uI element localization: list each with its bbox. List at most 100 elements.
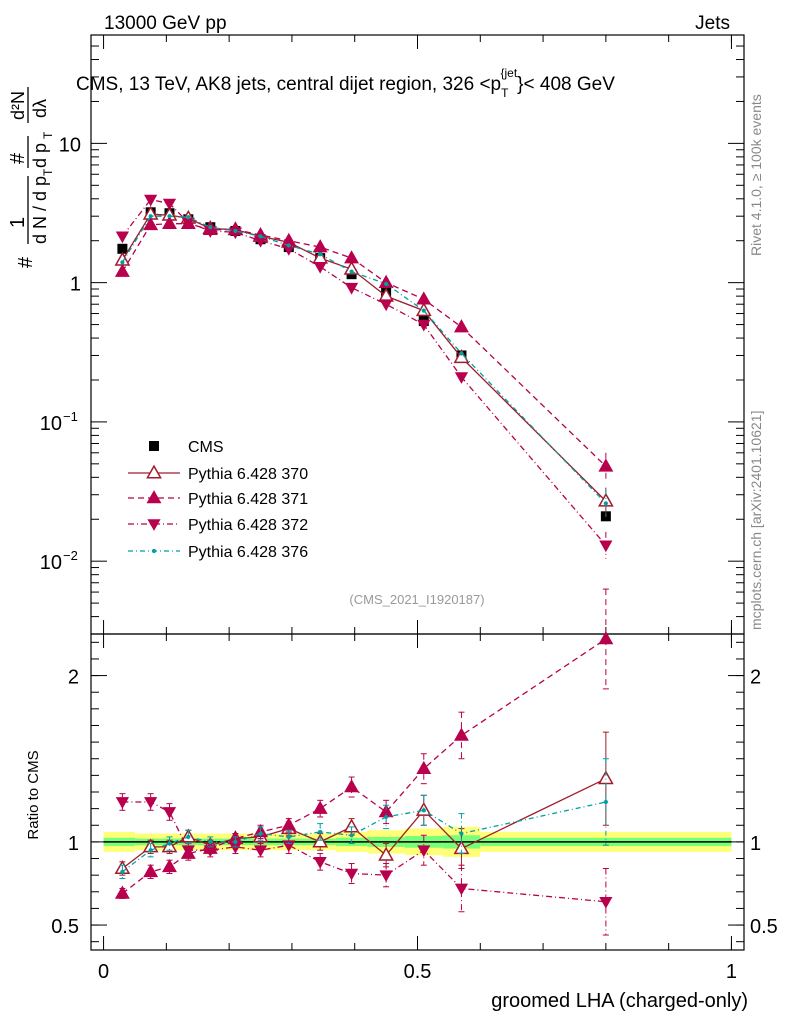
series-marker	[344, 282, 359, 295]
ratio-marker	[148, 848, 153, 853]
ylabel-hash-2: #	[7, 152, 29, 164]
series-marker	[313, 261, 327, 274]
ylabel-pt-sub-1: T	[41, 168, 55, 176]
ratio-marker	[162, 858, 177, 873]
ratio-marker	[312, 833, 329, 848]
x-axis-label: groomed LHA (charged-only)	[491, 990, 748, 1012]
x-tick-label: 0	[98, 961, 109, 983]
series-marker	[421, 308, 426, 313]
ratio-marker	[253, 845, 268, 858]
main-y-tick-label: 10	[59, 134, 81, 156]
ratio-marker	[186, 834, 191, 840]
ratio-marker	[144, 797, 158, 809]
series-marker	[114, 263, 130, 277]
ratio-marker	[228, 842, 243, 854]
data-point	[117, 243, 128, 254]
series-line	[121, 198, 607, 546]
series-line	[121, 213, 607, 502]
ratio-marker	[162, 807, 177, 819]
ratio-marker	[258, 831, 263, 836]
series-marker	[599, 540, 613, 553]
main-y-tick-label: 10	[40, 413, 62, 435]
series-marker	[148, 214, 153, 219]
ratio-marker	[181, 845, 195, 858]
series-marker	[286, 243, 291, 248]
ratio-marker	[384, 814, 389, 820]
series-marker	[598, 458, 614, 472]
series-marker	[379, 299, 393, 312]
ratio-y-tick-label-right: 1	[750, 833, 761, 855]
ratio-marker	[378, 846, 394, 861]
ratio-y-tick-label-left: 2	[68, 667, 79, 689]
ratio-marker	[286, 834, 291, 840]
mcplots-reference: mcplots.cern.ch [arXiv:2401.10621]	[748, 411, 764, 630]
ratio-frame	[90, 633, 745, 951]
series-p376	[120, 214, 608, 517]
series-marker	[318, 252, 323, 257]
series-marker	[228, 227, 243, 240]
ratio-series-p372	[115, 793, 613, 936]
series-marker	[115, 231, 129, 244]
series-marker	[167, 214, 172, 219]
ylabel-denominator-2: d p	[30, 143, 50, 168]
main-y-tick-exponent: −2	[63, 548, 78, 563]
ratio-line	[121, 778, 607, 870]
ratio-y-tick-label-right: 2	[750, 667, 761, 689]
ratio-marker	[417, 845, 431, 858]
x-tick-label: 1	[726, 961, 737, 983]
ratio-marker	[603, 799, 608, 805]
ylabel-hash-1: #	[15, 256, 37, 268]
series-marker	[253, 235, 268, 248]
series-marker	[349, 269, 354, 274]
series-marker	[233, 228, 238, 234]
ratio-marker	[349, 833, 354, 838]
ratio-line	[121, 801, 607, 873]
ratio-marker	[344, 779, 360, 793]
series-marker	[144, 194, 158, 207]
legend-marker-p371	[146, 490, 162, 504]
ratio-marker	[203, 845, 217, 858]
series-marker	[453, 319, 469, 333]
ratio-marker	[312, 800, 328, 814]
series-line	[121, 223, 607, 467]
series-marker	[459, 351, 464, 356]
series-marker	[312, 239, 328, 253]
series-marker	[344, 250, 360, 264]
series-marker	[603, 501, 608, 506]
ratio-marker	[208, 839, 213, 844]
legend-marker-p370	[146, 464, 162, 479]
rivet-version: Rivet 4.1.0, ≥ 100k events	[748, 94, 764, 256]
series-line	[121, 215, 607, 504]
series-marker	[143, 216, 159, 231]
ratio-y-tick-label-right: 0.5	[750, 916, 778, 938]
ratio-y-axis-label: Ratio to CMS	[25, 750, 42, 839]
legend-label-cms: CMS	[188, 439, 224, 456]
title-main: CMS, 13 TeV, AK8 jets, central dijet reg…	[76, 74, 501, 95]
main-y-tick-label: 1	[70, 274, 81, 296]
header-right: Jets	[695, 13, 730, 34]
series-p372	[115, 194, 613, 559]
series-marker	[181, 217, 195, 230]
ratio-y-tick-label-left: 1	[68, 833, 79, 855]
ratio-marker	[344, 868, 359, 881]
series-marker	[454, 372, 469, 384]
ratio-marker	[143, 863, 159, 878]
legend-marker-p372	[147, 519, 161, 531]
legend-marker-p376	[151, 548, 157, 554]
ratio-line	[121, 638, 607, 894]
legend-label-p376: Pythia 6.428 376	[188, 544, 308, 561]
series-marker	[208, 225, 213, 230]
ylabel-pt-sub-2: T	[41, 131, 55, 139]
title-sup: {jet	[500, 66, 517, 80]
ratio-marker	[282, 840, 296, 853]
header-left: 13000 GeV pp	[104, 13, 227, 34]
ylabel-denominator-1: d N / d p	[30, 176, 50, 244]
main-y-tick-label: 10	[40, 552, 62, 574]
series-marker	[258, 234, 263, 239]
title-close: }< 408 GeV	[517, 74, 615, 95]
ratio-line	[122, 801, 606, 903]
legend-label-p370: Pythia 6.428 370	[188, 466, 308, 483]
ratio-marker	[120, 869, 125, 874]
main-y-tick-exponent: −1	[63, 409, 78, 424]
